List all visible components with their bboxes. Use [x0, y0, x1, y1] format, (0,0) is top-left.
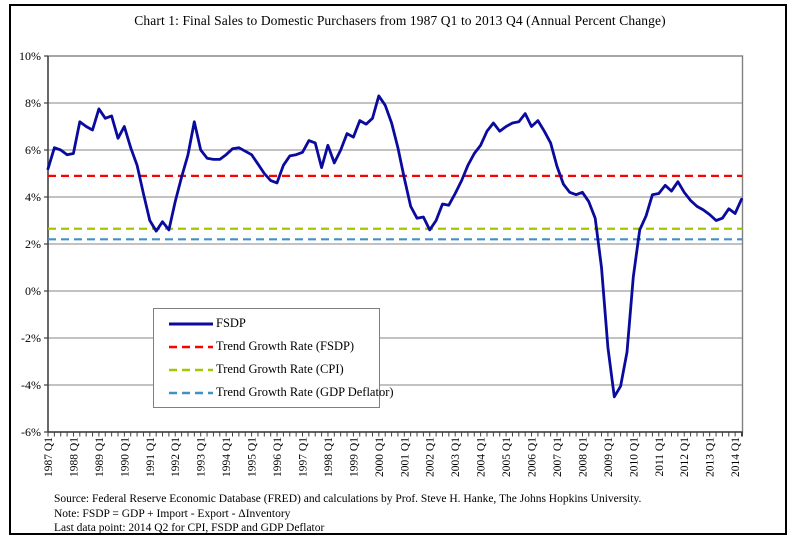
- svg-text:6%: 6%: [25, 143, 41, 157]
- footer-note-line: Note: FSDP = GDP + Import - Export - ΔIn…: [54, 507, 291, 520]
- svg-text:1987 Q1: 1987 Q1: [43, 437, 55, 477]
- svg-text:2006 Q1: 2006 Q1: [527, 437, 539, 477]
- legend-label-trend-gdp-deflator: Trend Growth Rate (GDP Deflator): [216, 385, 394, 399]
- svg-text:2001 Q1: 2001 Q1: [399, 437, 411, 477]
- svg-text:2005 Q1: 2005 Q1: [501, 437, 513, 477]
- legend-item-trend-fsdp: Trend Growth Rate (FSDP): [168, 336, 379, 358]
- fsdp-series-line: [46, 94, 743, 399]
- svg-text:1994 Q1: 1994 Q1: [221, 437, 233, 477]
- svg-text:-4%: -4%: [21, 378, 41, 392]
- svg-text:2009 Q1: 2009 Q1: [603, 437, 615, 477]
- legend-label-fsdp: FSDP: [216, 316, 246, 330]
- svg-text:2003 Q1: 2003 Q1: [450, 437, 462, 477]
- svg-text:2014 Q1: 2014 Q1: [730, 437, 742, 477]
- y-axis-labels: 10% 8% 6% 4% 2% 0% -2% -4% -6%: [19, 49, 48, 439]
- svg-text:-6%: -6%: [21, 425, 41, 439]
- svg-text:1990 Q1: 1990 Q1: [119, 437, 131, 477]
- chart-title: Chart 1: Final Sales to Domestic Purchas…: [134, 13, 666, 28]
- svg-text:2011 Q1: 2011 Q1: [654, 437, 666, 477]
- svg-text:1996 Q1: 1996 Q1: [272, 437, 284, 477]
- svg-text:1992 Q1: 1992 Q1: [170, 437, 182, 477]
- svg-text:1991 Q1: 1991 Q1: [145, 437, 157, 477]
- svg-text:0%: 0%: [25, 284, 41, 298]
- x-axis-labels: 1987 Q1 1988 Q1 1989 Q1 1990 Q1 1991 Q1 1992 …: [43, 437, 742, 477]
- footer-notes: Source: Federal Reserve Economic Databas…: [54, 492, 641, 536]
- svg-text:1997 Q1: 1997 Q1: [297, 437, 309, 477]
- legend-line-sample-fsdp: [169, 322, 213, 325]
- legend-item-fsdp: FSDP: [168, 313, 379, 335]
- svg-text:-2%: -2%: [21, 331, 41, 345]
- x-axis-ticks: [47, 432, 743, 437]
- svg-text:1993 Q1: 1993 Q1: [196, 437, 208, 477]
- legend-line-sample-trend-cpi: [169, 368, 213, 371]
- legend-line-sample-trend-fsdp: [169, 345, 213, 348]
- legend-label-trend-fsdp: Trend Growth Rate (FSDP): [216, 339, 355, 353]
- svg-text:1995 Q1: 1995 Q1: [247, 437, 259, 477]
- svg-text:1989 Q1: 1989 Q1: [94, 437, 106, 477]
- legend-item-trend-cpi: Trend Growth Rate (CPI): [168, 359, 379, 381]
- svg-text:2004 Q1: 2004 Q1: [476, 437, 488, 477]
- footer-last-data-line: Last data point: 2014 Q2 for CPI, FSDP a…: [54, 522, 325, 534]
- svg-text:1999 Q1: 1999 Q1: [348, 437, 360, 477]
- legend-label-trend-cpi: Trend Growth Rate (CPI): [216, 362, 344, 376]
- footer-source-line: Source: Federal Reserve Economic Databas…: [54, 493, 642, 505]
- svg-text:4%: 4%: [25, 190, 41, 204]
- legend-item-trend-gdp-deflator: Trend Growth Rate (GDP Deflator): [168, 382, 394, 404]
- svg-text:2000 Q1: 2000 Q1: [374, 437, 386, 477]
- legend: FSDP Trend Growth Rate (FSDP) Trend Grow…: [153, 308, 394, 408]
- svg-text:2012 Q1: 2012 Q1: [679, 437, 691, 477]
- legend-line-sample-trend-gdp-deflator: [169, 391, 213, 394]
- svg-text:8%: 8%: [25, 96, 41, 110]
- svg-text:2010 Q1: 2010 Q1: [628, 437, 640, 477]
- svg-text:10%: 10%: [19, 49, 41, 63]
- svg-text:2002 Q1: 2002 Q1: [425, 437, 437, 477]
- svg-text:1988 Q1: 1988 Q1: [68, 437, 80, 477]
- svg-text:2007 Q1: 2007 Q1: [552, 437, 564, 477]
- svg-text:1998 Q1: 1998 Q1: [323, 437, 335, 477]
- svg-text:2008 Q1: 2008 Q1: [577, 437, 589, 477]
- svg-text:2%: 2%: [25, 237, 41, 251]
- svg-text:2013 Q1: 2013 Q1: [705, 437, 717, 477]
